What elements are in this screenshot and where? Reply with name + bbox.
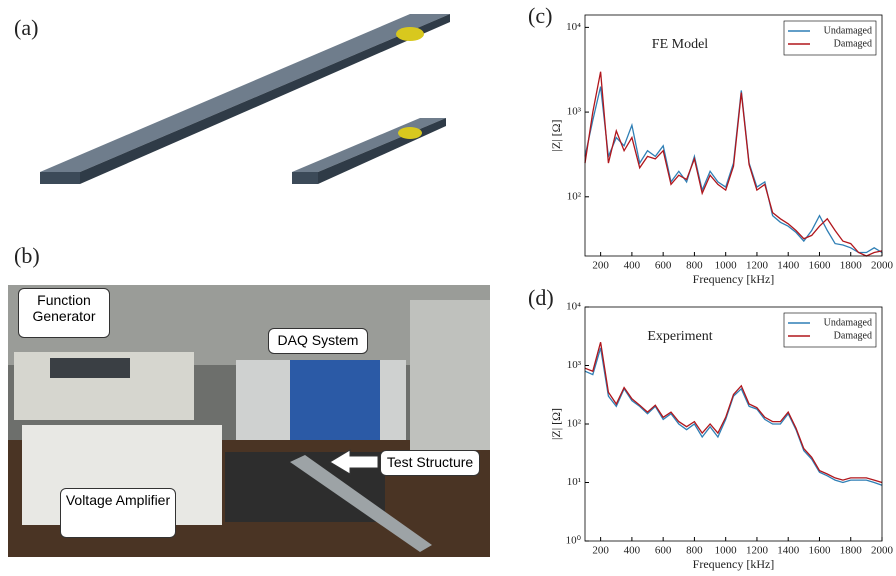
x-tick-label: 1000 (715, 545, 738, 557)
x-tick-label: 200 (592, 545, 609, 557)
beam-short (292, 118, 446, 184)
x-tick-label: 1200 (746, 260, 769, 272)
x-axis-label: Frequency [kHz] (693, 557, 775, 571)
x-tick-label: 600 (655, 260, 672, 272)
panel-label: (c) (528, 3, 552, 28)
series-line (584, 342, 883, 484)
y-tick-label: 10¹ (567, 476, 581, 488)
x-tick-label: 400 (624, 260, 641, 272)
arrow (329, 449, 379, 475)
x-tick-label: 1200 (746, 545, 769, 557)
y-axis-label: |Z| [Ω] (549, 119, 563, 151)
x-tick-label: 1400 (777, 545, 800, 557)
x-tick-label: 1800 (840, 545, 863, 557)
callout: Function Generator (18, 288, 110, 338)
x-tick-label: 800 (686, 260, 703, 272)
panel-label: (b) (14, 243, 40, 268)
x-tick-label: 400 (624, 545, 641, 557)
x-axis-label: Frequency [kHz] (693, 272, 775, 286)
series-line (584, 347, 883, 486)
x-tick-label: 1600 (808, 260, 831, 272)
y-tick-label: 10³ (567, 106, 582, 118)
callout: Voltage Amplifier (60, 488, 176, 538)
x-tick-label: 800 (686, 545, 703, 557)
y-tick-label: 10² (567, 190, 582, 202)
legend-label: Undamaged (824, 25, 872, 36)
panel-label: (d) (528, 285, 554, 310)
x-tick-label: 200 (592, 260, 609, 272)
callout: Test Structure (380, 450, 480, 476)
x-tick-label: 1600 (808, 545, 831, 557)
panel-label: (a) (14, 15, 38, 40)
x-tick-label: 2000 (871, 545, 894, 557)
x-tick-label: 600 (655, 545, 672, 557)
y-tick-label: 10² (567, 418, 582, 430)
series-line (584, 71, 883, 257)
legend-box (783, 20, 877, 56)
series-line (584, 86, 883, 254)
annotation: Experiment (647, 329, 712, 344)
beam-long (40, 14, 450, 184)
y-tick-label: 10⁴ (566, 301, 581, 313)
plot-frame (584, 14, 883, 257)
x-tick-label: 2000 (871, 260, 894, 272)
x-tick-label: 1400 (777, 260, 800, 272)
legend-label: Damaged (834, 330, 872, 341)
y-tick-label: 10⁰ (566, 535, 582, 547)
legend-box (783, 312, 877, 348)
annotation: FE Model (652, 37, 709, 52)
x-tick-label: 1000 (715, 260, 738, 272)
y-axis-label: |Z| [Ω] (549, 408, 563, 440)
callout: DAQ System (268, 328, 368, 354)
legend-label: Damaged (834, 38, 872, 49)
x-tick-label: 1800 (840, 260, 863, 272)
y-tick-label: 10⁴ (566, 21, 581, 33)
legend-label: Undamaged (824, 317, 872, 328)
y-tick-label: 10³ (567, 359, 582, 371)
